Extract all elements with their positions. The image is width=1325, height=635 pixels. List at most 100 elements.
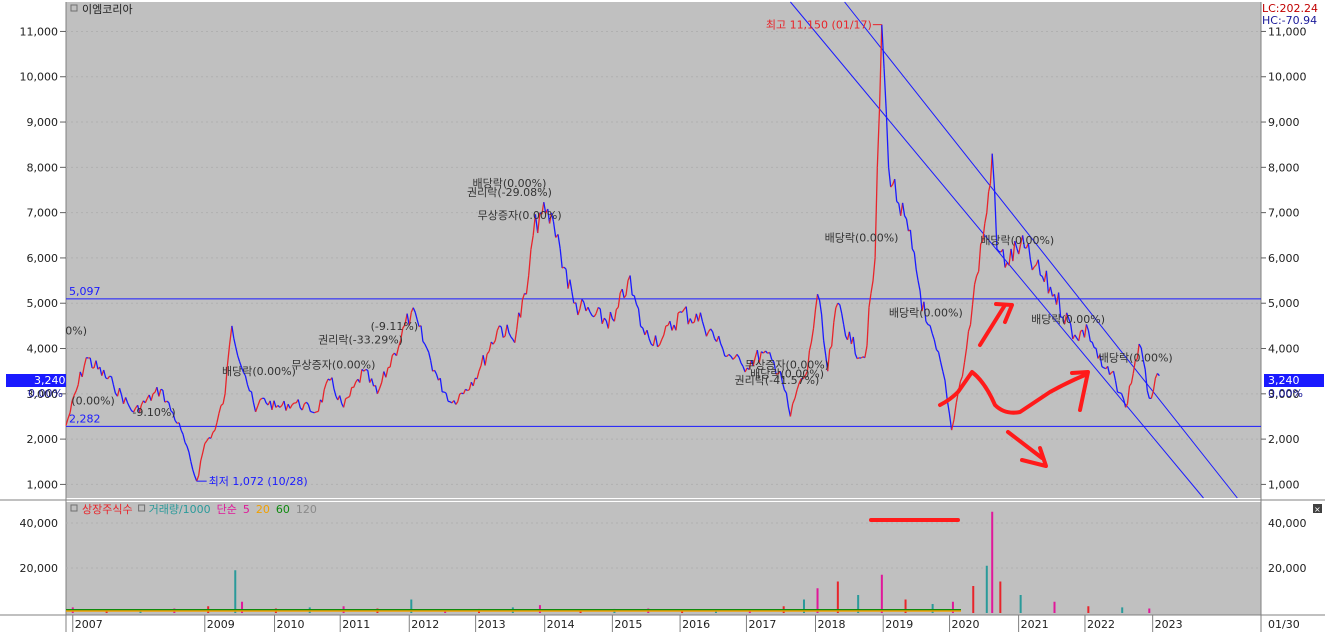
price-segment [428, 352, 432, 361]
price-segment [812, 309, 817, 329]
annotation-label: 배당락(0.00%) [222, 365, 296, 378]
price-segment [587, 306, 591, 313]
hand-drawn-red-arrows [869, 302, 1090, 522]
y-tick-label: 3,000 [1268, 388, 1300, 401]
price-segment [488, 341, 492, 352]
price-segment [432, 369, 435, 372]
panel-close-icon[interactable] [1313, 504, 1322, 513]
price-segment [963, 348, 968, 363]
price-segment [980, 240, 984, 245]
price-segment [376, 388, 381, 395]
price-segment [894, 179, 898, 202]
price-segment [532, 214, 537, 236]
price-segment [312, 411, 315, 414]
price-segment [277, 404, 281, 408]
volume-bar [857, 595, 860, 613]
price-segment [242, 372, 246, 377]
price-segment [552, 221, 557, 238]
price-segment [216, 413, 220, 423]
price-segment [933, 339, 938, 350]
price-segment [593, 313, 597, 318]
price-segment [445, 393, 449, 402]
price-segment [829, 345, 833, 350]
price-segment [681, 308, 685, 313]
price-segment [105, 377, 108, 380]
price-segment [397, 340, 402, 348]
price-segment [991, 153, 996, 191]
price-segment [773, 361, 777, 375]
price-segment [400, 327, 404, 341]
annotation-label: 무상증자(0.00%) [478, 209, 562, 222]
price-segment [1107, 366, 1111, 375]
price-segment [1093, 347, 1097, 349]
price-segment [370, 378, 375, 387]
price-segment [1095, 348, 1099, 359]
price-segment [785, 392, 790, 408]
price-segment [571, 291, 575, 304]
price-segment [314, 411, 317, 414]
volume-legend: 상장주식수 거래량/1000 단순 5 20 60 120 [70, 503, 317, 516]
price-segment [476, 371, 480, 379]
price-segment [607, 311, 612, 329]
price-segment [557, 234, 561, 249]
price-segment [738, 356, 742, 364]
price-segment [765, 350, 769, 354]
price-segment [942, 371, 946, 381]
price-segment [188, 451, 192, 462]
price-segment [728, 353, 732, 357]
price-segment [937, 352, 942, 363]
price-segment [973, 275, 978, 285]
price-segment [597, 306, 601, 310]
price-segment [71, 395, 75, 402]
trendlines [790, 1, 1238, 499]
price-segment [986, 191, 990, 213]
x-tick-label: 2014 [547, 618, 575, 631]
volume-bar [1087, 606, 1090, 613]
price-segment [120, 394, 125, 404]
x-tick-label: 2017 [748, 618, 776, 631]
price-segment [779, 371, 783, 382]
price-segment [166, 400, 170, 404]
price-segment [685, 306, 689, 325]
price-segment [472, 378, 476, 387]
price-segment [342, 398, 347, 408]
price-segment [521, 293, 526, 300]
price-segment [506, 324, 510, 334]
price-segment [387, 366, 391, 369]
price-segment [792, 397, 796, 404]
price-segment [333, 388, 337, 397]
date-axis: 2007 2009 2010 2011 2012 2013 2014 2015 2016 2017… [72, 615, 1183, 632]
right-date-label: 01/30 [1268, 618, 1300, 631]
price-segment [1138, 343, 1142, 349]
price-segment [1132, 360, 1136, 374]
volume-bars [66, 511, 1151, 613]
price-segment [1039, 274, 1043, 277]
price-segment [923, 301, 927, 322]
price-segment [118, 387, 123, 396]
y-tick-label: 3,000 [27, 388, 59, 401]
price-segment [870, 280, 874, 294]
svg-text:×: × [1314, 505, 1321, 514]
price-segment [575, 302, 579, 316]
stock-name: 이엠코리아 [82, 3, 133, 16]
volume-tick-label: 40,000 [1268, 517, 1307, 530]
price-segment [424, 343, 428, 349]
price-segment [756, 349, 760, 363]
x-tick-label: 2011 [342, 618, 370, 631]
y-tick-label: 4,000 [1268, 343, 1300, 356]
price-segment [1085, 324, 1090, 331]
price-segment [271, 400, 275, 411]
price-segment [978, 243, 982, 272]
price-segment [1091, 341, 1095, 348]
price-segment [345, 397, 349, 400]
price-segment [669, 320, 673, 331]
price-segment [640, 325, 644, 329]
price-segment [519, 299, 524, 318]
price-segment [837, 302, 841, 306]
price-segment [516, 312, 520, 330]
price-segment [250, 391, 255, 403]
hc-label: HC:-70.94 [1262, 14, 1317, 27]
price-segment [810, 328, 815, 343]
price-segment [140, 400, 144, 406]
price-segment [249, 390, 252, 393]
